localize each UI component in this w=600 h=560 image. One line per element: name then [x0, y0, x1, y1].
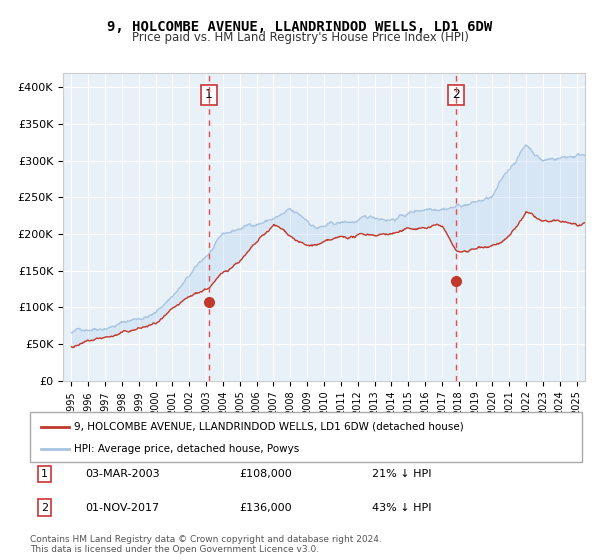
- Text: £108,000: £108,000: [240, 469, 293, 479]
- Text: 43% ↓ HPI: 43% ↓ HPI: [372, 502, 432, 512]
- Text: Price paid vs. HM Land Registry's House Price Index (HPI): Price paid vs. HM Land Registry's House …: [131, 31, 469, 44]
- Text: 1: 1: [41, 469, 48, 479]
- Text: 9, HOLCOMBE AVENUE, LLANDRINDOD WELLS, LD1 6DW (detached house): 9, HOLCOMBE AVENUE, LLANDRINDOD WELLS, L…: [74, 422, 464, 432]
- Text: 21% ↓ HPI: 21% ↓ HPI: [372, 469, 432, 479]
- Text: HPI: Average price, detached house, Powys: HPI: Average price, detached house, Powy…: [74, 445, 299, 454]
- Text: 2: 2: [41, 502, 48, 512]
- Text: 9, HOLCOMBE AVENUE, LLANDRINDOD WELLS, LD1 6DW: 9, HOLCOMBE AVENUE, LLANDRINDOD WELLS, L…: [107, 20, 493, 34]
- Text: £136,000: £136,000: [240, 502, 292, 512]
- Text: 03-MAR-2003: 03-MAR-2003: [85, 469, 160, 479]
- Text: 01-NOV-2017: 01-NOV-2017: [85, 502, 160, 512]
- Text: 1: 1: [205, 88, 213, 101]
- Text: 2: 2: [452, 88, 460, 101]
- Text: Contains HM Land Registry data © Crown copyright and database right 2024.
This d: Contains HM Land Registry data © Crown c…: [30, 535, 382, 554]
- FancyBboxPatch shape: [30, 412, 582, 462]
